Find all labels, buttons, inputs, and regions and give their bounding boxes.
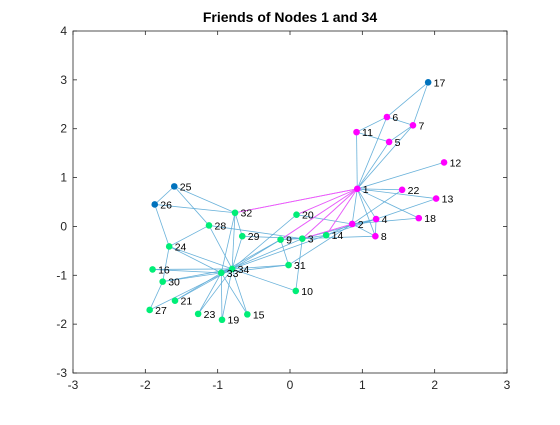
node-17 bbox=[425, 79, 432, 86]
y-tick-label: 1 bbox=[60, 171, 67, 185]
node-label-9: 9 bbox=[286, 235, 292, 247]
y-tick-label: -3 bbox=[56, 366, 67, 380]
node-6 bbox=[384, 114, 391, 121]
node-label-10: 10 bbox=[301, 286, 313, 298]
node-22 bbox=[399, 186, 406, 193]
node-8 bbox=[372, 233, 379, 240]
y-tick-label: 2 bbox=[60, 122, 67, 136]
x-tick-label: 1 bbox=[359, 378, 366, 392]
node-29 bbox=[239, 233, 246, 240]
node-label-21: 21 bbox=[180, 296, 192, 308]
node-label-26: 26 bbox=[160, 199, 172, 211]
node-label-23: 23 bbox=[204, 309, 216, 321]
node-label-24: 24 bbox=[175, 241, 187, 253]
node-32 bbox=[232, 209, 239, 216]
node-3 bbox=[299, 235, 306, 242]
node-label-17: 17 bbox=[434, 77, 446, 89]
node-label-25: 25 bbox=[180, 181, 192, 193]
node-23 bbox=[195, 311, 202, 318]
node-label-34: 34 bbox=[238, 264, 250, 276]
node-label-27: 27 bbox=[155, 305, 167, 317]
x-tick-label: 3 bbox=[504, 378, 511, 392]
y-tick-label: 3 bbox=[60, 73, 67, 87]
node-label-16: 16 bbox=[158, 264, 170, 276]
node-31 bbox=[285, 262, 292, 269]
node-label-31: 31 bbox=[294, 260, 306, 272]
node-12 bbox=[441, 159, 448, 166]
node-label-1: 1 bbox=[363, 184, 369, 196]
node-27 bbox=[146, 307, 153, 314]
node-20 bbox=[293, 211, 300, 218]
x-tick-label: -1 bbox=[212, 378, 223, 392]
node-label-6: 6 bbox=[392, 112, 398, 124]
node-25 bbox=[171, 183, 178, 190]
node-label-15: 15 bbox=[253, 309, 265, 321]
node-33 bbox=[218, 270, 225, 277]
node-16 bbox=[149, 266, 156, 273]
node-24 bbox=[166, 243, 173, 250]
y-tick-label: -1 bbox=[56, 268, 67, 282]
node-30 bbox=[159, 278, 166, 285]
node-11 bbox=[353, 129, 360, 136]
x-tick-label: 0 bbox=[287, 378, 294, 392]
node-label-29: 29 bbox=[248, 231, 260, 243]
node-7 bbox=[410, 122, 417, 129]
node-label-2: 2 bbox=[358, 219, 364, 231]
node-label-13: 13 bbox=[442, 194, 454, 206]
node-9 bbox=[277, 236, 284, 243]
node-label-3: 3 bbox=[308, 234, 314, 246]
node-14 bbox=[323, 232, 330, 239]
node-19 bbox=[219, 316, 226, 323]
node-label-8: 8 bbox=[381, 231, 387, 243]
x-tick-label: 2 bbox=[431, 378, 438, 392]
node-13 bbox=[433, 195, 440, 202]
node-label-12: 12 bbox=[450, 157, 462, 169]
node-label-7: 7 bbox=[418, 120, 424, 132]
node-label-14: 14 bbox=[332, 230, 344, 242]
node-label-32: 32 bbox=[241, 208, 253, 220]
node-15 bbox=[244, 311, 251, 318]
node-1 bbox=[354, 186, 361, 193]
node-28 bbox=[206, 222, 213, 229]
node-label-22: 22 bbox=[408, 185, 420, 197]
node-2 bbox=[349, 221, 356, 228]
y-tick-label: -2 bbox=[56, 317, 67, 331]
node-label-18: 18 bbox=[424, 213, 436, 225]
y-tick-label: 4 bbox=[60, 24, 67, 38]
x-tick-label: -2 bbox=[140, 378, 151, 392]
node-label-5: 5 bbox=[395, 137, 401, 149]
node-5 bbox=[386, 139, 393, 146]
chart-title: Friends of Nodes 1 and 34 bbox=[203, 9, 377, 25]
node-label-28: 28 bbox=[214, 220, 226, 232]
node-label-20: 20 bbox=[302, 210, 314, 222]
node-21 bbox=[172, 297, 179, 304]
x-tick-label: -3 bbox=[68, 378, 79, 392]
node-10 bbox=[292, 288, 299, 295]
node-4 bbox=[373, 216, 380, 223]
node-26 bbox=[151, 201, 158, 208]
node-label-19: 19 bbox=[228, 315, 240, 327]
y-tick-label: 0 bbox=[60, 219, 67, 233]
node-18 bbox=[415, 215, 422, 222]
node-label-11: 11 bbox=[362, 127, 373, 139]
node-label-30: 30 bbox=[168, 277, 180, 289]
node-label-4: 4 bbox=[382, 214, 388, 226]
